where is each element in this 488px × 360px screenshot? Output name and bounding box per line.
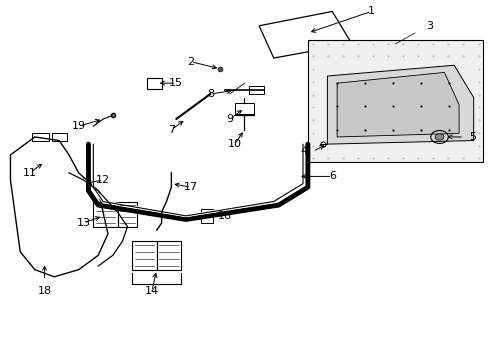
Bar [307,40,483,162]
Text: 18: 18 [38,286,52,296]
Bar [234,103,254,114]
Bar [32,134,49,140]
Text: 5: 5 [468,132,475,142]
Text: 7: 7 [167,125,175,135]
Bar [147,78,161,89]
Text: 13: 13 [77,218,90,228]
Text: 11: 11 [23,168,37,178]
Text: 9: 9 [226,114,233,124]
Text: 3: 3 [426,21,432,31]
Text: 6: 6 [328,171,335,181]
Bar [132,241,157,270]
Bar [200,209,212,223]
Text: 10: 10 [227,139,241,149]
Polygon shape [336,72,458,137]
Text: 1: 1 [367,6,374,17]
Bar [157,241,181,270]
Text: 16: 16 [218,211,231,221]
Bar [93,202,118,226]
Text: 8: 8 [206,89,213,99]
Polygon shape [327,65,473,144]
Text: 14: 14 [144,286,159,296]
Bar [52,134,66,140]
Circle shape [434,134,443,140]
Bar [118,202,137,226]
Text: 17: 17 [183,182,198,192]
Text: 4: 4 [300,146,307,156]
Text: 12: 12 [96,175,110,185]
Text: 2: 2 [187,57,194,67]
Text: 19: 19 [72,121,85,131]
Bar [249,86,264,94]
Text: 15: 15 [169,78,183,88]
